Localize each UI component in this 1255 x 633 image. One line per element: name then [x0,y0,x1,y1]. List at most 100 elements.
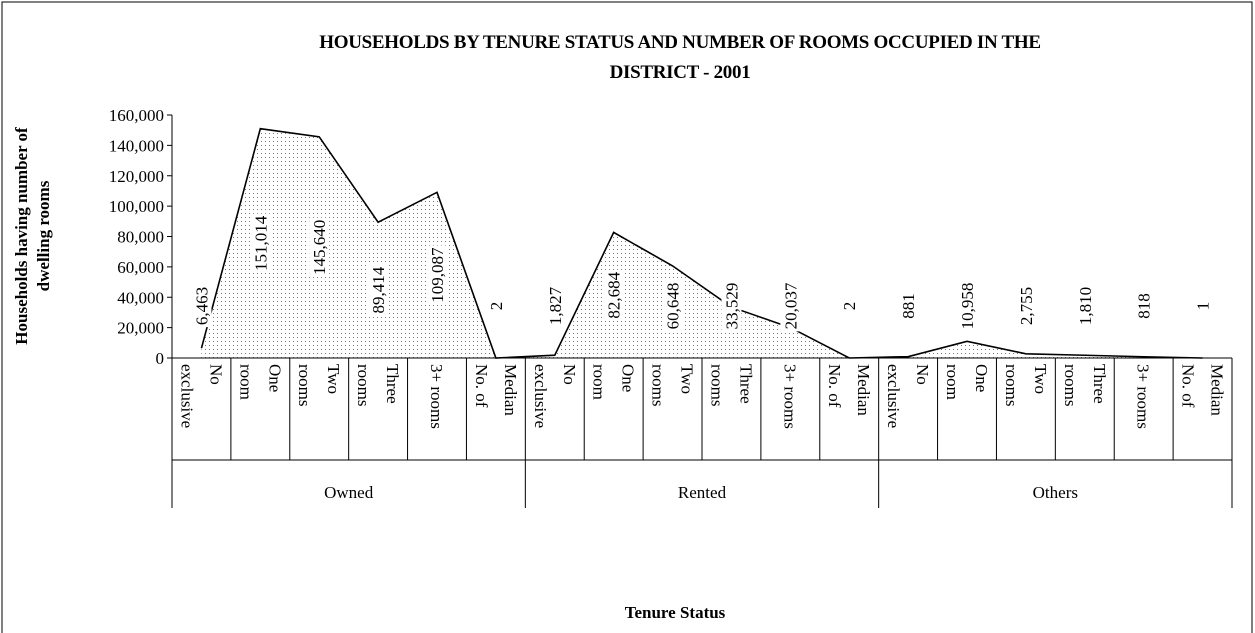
x-tick-label: 3+ rooms [780,364,799,429]
x-tick-label: MedianNo. of [1179,364,1227,416]
data-label: 818 [1135,293,1154,319]
data-label-background [1192,299,1213,313]
x-axis-label: Tenure Status [625,603,726,622]
data-label-group: 109,087 [427,245,447,305]
x-tick-label: Tworooms [295,364,343,407]
data-label: 82,684 [605,271,624,318]
x-tick-label: Tworooms [1002,364,1050,407]
category-label-group: Tworooms [649,364,697,407]
area [201,128,1203,358]
y-axis-label: Households having number of dwelling room… [12,127,53,345]
data-label-background [309,217,330,278]
x-tick-label: Oneroom [590,364,638,400]
group-label: Owned [324,483,374,502]
group-label: Others [1033,483,1078,502]
data-label: 881 [899,293,918,319]
y-tick-label: 20,000 [117,319,164,338]
x-tick-label: 3+ rooms [427,364,446,429]
data-label: 1 [1194,302,1213,311]
x-tick-label: Threerooms [354,364,402,407]
category-label-group: Oneroom [943,364,991,400]
category-label-group: Tworooms [295,364,343,407]
category-label-group: Noexclusive [531,364,579,428]
data-label-group: 6,463 [191,284,212,328]
data-label-group: 145,640 [309,217,330,278]
x-tick-label: Tworooms [649,364,697,407]
data-label-group: 82,684 [603,269,624,321]
category-label-group: Threerooms [707,364,755,407]
data-label-background [191,284,212,328]
category-label-group: Noexclusive [177,364,225,428]
data-label: 1,827 [546,286,565,325]
area-line [200,127,1203,359]
x-tick-label: Oneroom [943,364,991,400]
category-label-group: 3+ rooms [1134,364,1153,429]
category-label-group: Oneroom [590,364,638,400]
data-label: 2 [840,302,859,311]
category-label-group: 3+ rooms [427,364,446,429]
data-label-background [662,280,683,332]
data-label-background [957,280,977,332]
data-label: 10,958 [958,283,977,330]
data-label: 2,755 [1017,287,1036,325]
data-label-group: 89,414 [368,264,389,316]
data-label: 2 [487,302,506,311]
data-label-group: 2,755 [1015,284,1036,328]
data-label-group: 33,529 [721,280,742,332]
y-tick-label: 120,000 [109,167,164,186]
y-tick-label: 60,000 [117,258,164,277]
data-label-background [898,291,919,321]
category-label-group: MedianNo. of [825,364,873,416]
data-label-background [603,269,624,321]
category-label-group: Tworooms [1002,364,1050,407]
data-label: 33,529 [722,283,741,330]
category-label-group: Oneroom [236,364,284,400]
group-label: Rented [678,483,727,502]
data-label: 89,414 [369,266,388,313]
x-tick-label: Noexclusive [884,364,932,428]
data-label: 6,463 [192,287,211,325]
data-label-background [1074,284,1095,328]
category-label-group: Threerooms [1061,364,1109,407]
data-label-background [839,299,860,313]
y-tick-label: 100,000 [109,197,164,216]
chart-title: HOUSEHOLDS BY TENURE STATUS AND NUMBER O… [319,32,1041,83]
x-tick-label: Threerooms [1061,364,1109,407]
data-label-group: 10,958 [957,280,977,332]
category-label-group: Noexclusive [884,364,932,428]
category-label-group: MedianNo. of [1179,364,1227,416]
category-label-group: MedianNo. of [472,364,520,416]
data-label-background [485,299,506,313]
x-tick-label: Noexclusive [177,364,225,428]
data-label: 1,810 [1076,287,1095,325]
data-label-group: 2 [839,299,860,313]
x-tick-label: MedianNo. of [825,364,873,416]
x-tick-label: 3+ rooms [1134,364,1153,429]
data-label-background [250,213,271,273]
x-tick-label: Oneroom [236,364,284,400]
data-label: 20,037 [781,282,800,329]
data-label-background [721,280,742,332]
x-tick-label: Noexclusive [531,364,579,428]
y-tick-label: 80,000 [117,228,164,247]
data-label-group: 881 [898,291,919,321]
y-tick-label: 40,000 [117,288,164,307]
y-tick-label: 160,000 [109,106,164,125]
y-tick-label: 0 [156,349,165,368]
data-label-group: 1,827 [544,284,565,328]
data-label-group: 1,810 [1074,284,1095,328]
data-label-background [544,284,565,328]
category-label-group: 3+ rooms [780,364,799,429]
data-label-background [1015,284,1036,328]
x-tick-label: MedianNo. of [472,364,520,416]
data-label: 60,648 [664,283,683,330]
data-label-background [1133,291,1154,321]
data-label-background [427,245,447,305]
x-tick-label: Threerooms [707,364,755,407]
data-label-background [780,280,801,332]
data-label-group: 818 [1133,291,1154,321]
data-label-background [368,264,389,316]
data-label-group: 1 [1192,299,1213,313]
